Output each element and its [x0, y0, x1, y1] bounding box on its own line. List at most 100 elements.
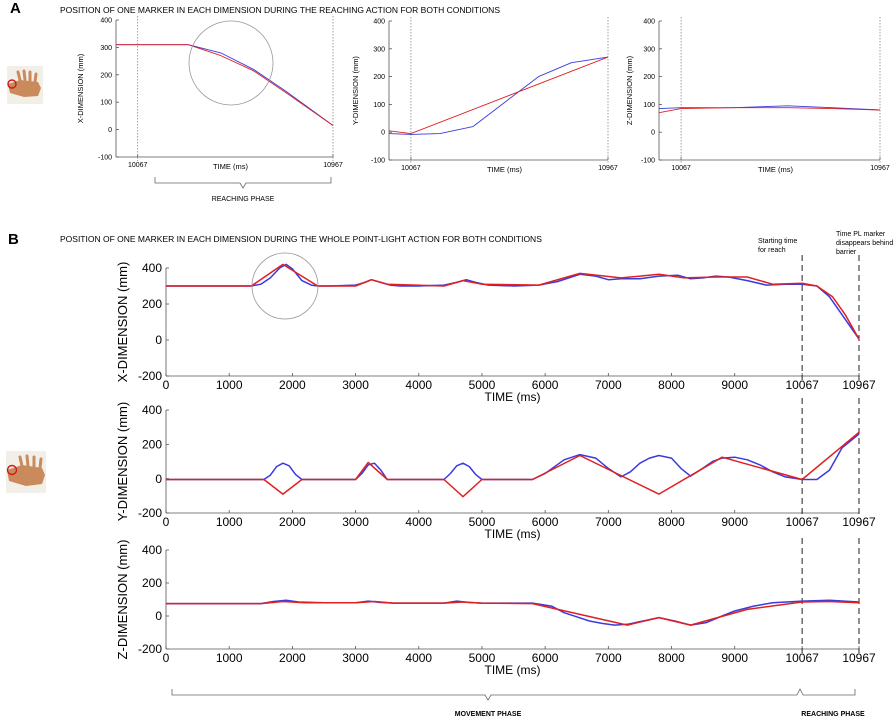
x-tick-label: 6000 [532, 651, 559, 665]
x-tick-label: 10067 [401, 165, 421, 172]
x-axis-label: TIME (ms) [485, 527, 541, 541]
annot-end-line-3: barrier [836, 249, 857, 256]
x-tick-label: 0 [163, 651, 170, 665]
x-tick-label: 10067 [128, 162, 148, 169]
marker-circle [7, 79, 17, 89]
y-tick-label: 0 [381, 130, 385, 137]
x-tick-label: 9000 [721, 515, 748, 529]
x-tick-label: 4000 [405, 515, 432, 529]
y-tick-label: 400 [142, 403, 162, 417]
reaching-phase-label-b: REACHING PHASE [801, 711, 865, 718]
blue-series-line [388, 56, 609, 135]
movement-phase-label: MOVEMENT PHASE [455, 711, 522, 718]
red-series-line [388, 56, 609, 135]
y-axis-label: Y-DIMENSION (mm) [351, 56, 360, 125]
chart-a-x: -100 0 100 200 300 400 10067 10967 TIME (ms) X-DI… [76, 16, 343, 171]
x-tick-label: 7000 [595, 378, 622, 392]
x-axis-label: TIME (ms) [213, 162, 248, 171]
y-tick-label: 200 [142, 576, 162, 590]
annot-end-line-1: Time PL marker [836, 231, 886, 238]
x-tick-label: 4000 [405, 651, 432, 665]
x-tick-label: 1000 [216, 515, 243, 529]
phase-brackets-b [171, 688, 856, 701]
blue-series-line [658, 105, 881, 111]
x-tick-label: 3000 [342, 378, 369, 392]
annot-start-line-1: Starting time [758, 238, 797, 245]
x-tick-label: 2000 [279, 515, 306, 529]
x-tick-label: 6000 [532, 378, 559, 392]
marker-circle [6, 464, 18, 476]
red-series-line [116, 44, 334, 126]
y-axis-label: Z-DIMENSION (mm) [625, 55, 634, 125]
x-tick-label: 3000 [342, 515, 369, 529]
chart-a-y: -100 0 100 200 300 400 10067 10967 TIME (ms) Y-DI… [351, 17, 618, 174]
x-tick-label: 10967 [598, 165, 618, 172]
x-tick-label: 1000 [216, 378, 243, 392]
x-axis-label: TIME (ms) [485, 663, 541, 677]
starting-time-annotation: Starting time for reach [758, 238, 797, 254]
x-tick-label: 8000 [658, 515, 685, 529]
y-tick-label: 200 [142, 297, 162, 311]
y-tick-label: 400 [142, 261, 162, 275]
chart-a-z: -100 0 100 200 300 400 10067 10967 TIME (ms) Z-DI… [625, 17, 890, 174]
hand-image-b [6, 451, 46, 493]
x-tick-label: 1000 [216, 651, 243, 665]
x-tick-label: 9000 [721, 378, 748, 392]
x-axis-label: TIME (ms) [487, 165, 522, 174]
x-tick-label: 10967 [842, 378, 876, 392]
x-tick-label: 5000 [469, 515, 496, 529]
panel-b-letter: B [8, 231, 19, 248]
panel-a-letter: A [10, 0, 21, 17]
y-tick-label: 400 [643, 18, 655, 25]
x-tick-label: 10967 [842, 515, 876, 529]
y-axis-label: X-DIMENSION (mm) [115, 262, 130, 383]
zoom-circle-a [188, 20, 274, 106]
y-tick-label: -100 [371, 157, 385, 164]
x-tick-label: 10967 [842, 651, 876, 665]
x-axis-label: TIME (ms) [485, 390, 541, 404]
y-tick-label: 200 [643, 74, 655, 81]
y-tick-label: -200 [138, 506, 162, 520]
x-tick-label: 7000 [595, 651, 622, 665]
y-tick-label: 100 [373, 102, 385, 109]
x-tick-label: 2000 [279, 378, 306, 392]
y-tick-label: 100 [100, 100, 112, 107]
annot-start-line-2: for reach [758, 247, 786, 254]
y-tick-label: 300 [100, 45, 112, 52]
x-tick-label: 2000 [279, 651, 306, 665]
y-tick-label: -100 [98, 154, 112, 161]
x-tick-label: 10067 [785, 378, 819, 392]
y-tick-label: 100 [643, 102, 655, 109]
y-tick-label: 200 [100, 72, 112, 79]
y-tick-label: 400 [142, 543, 162, 557]
x-tick-label: 8000 [658, 651, 685, 665]
red-series-line [166, 431, 860, 498]
y-tick-label: 200 [142, 438, 162, 452]
x-tick-label: 6000 [532, 515, 559, 529]
x-tick-label: 4000 [405, 378, 432, 392]
x-tick-label: 0 [163, 515, 170, 529]
x-tick-label: 5000 [469, 651, 496, 665]
blue-series-line [166, 433, 860, 481]
zoom-circle-b [251, 252, 319, 320]
y-tick-label: 200 [373, 74, 385, 81]
x-tick-label: 5000 [469, 378, 496, 392]
y-tick-label: 400 [100, 17, 112, 24]
x-axis-label: TIME (ms) [758, 165, 793, 174]
y-tick-label: -100 [641, 157, 655, 164]
x-tick-label: 10067 [671, 165, 691, 172]
x-tick-label: 10067 [785, 651, 819, 665]
marker-disappears-annotation: Time PL marker disappears behind barrier [836, 231, 893, 256]
blue-series-line [166, 263, 860, 340]
y-tick-label: -200 [138, 642, 162, 656]
red-series-line [166, 600, 860, 626]
y-tick-label: 0 [155, 333, 162, 347]
reaching-phase-bracket-a [154, 177, 332, 189]
x-tick-label: 8000 [658, 378, 685, 392]
y-tick-label: 0 [651, 130, 655, 137]
x-tick-label: 9000 [721, 651, 748, 665]
panel-b-title: POSITION OF ONE MARKER IN EACH DIMENSION… [60, 234, 542, 244]
